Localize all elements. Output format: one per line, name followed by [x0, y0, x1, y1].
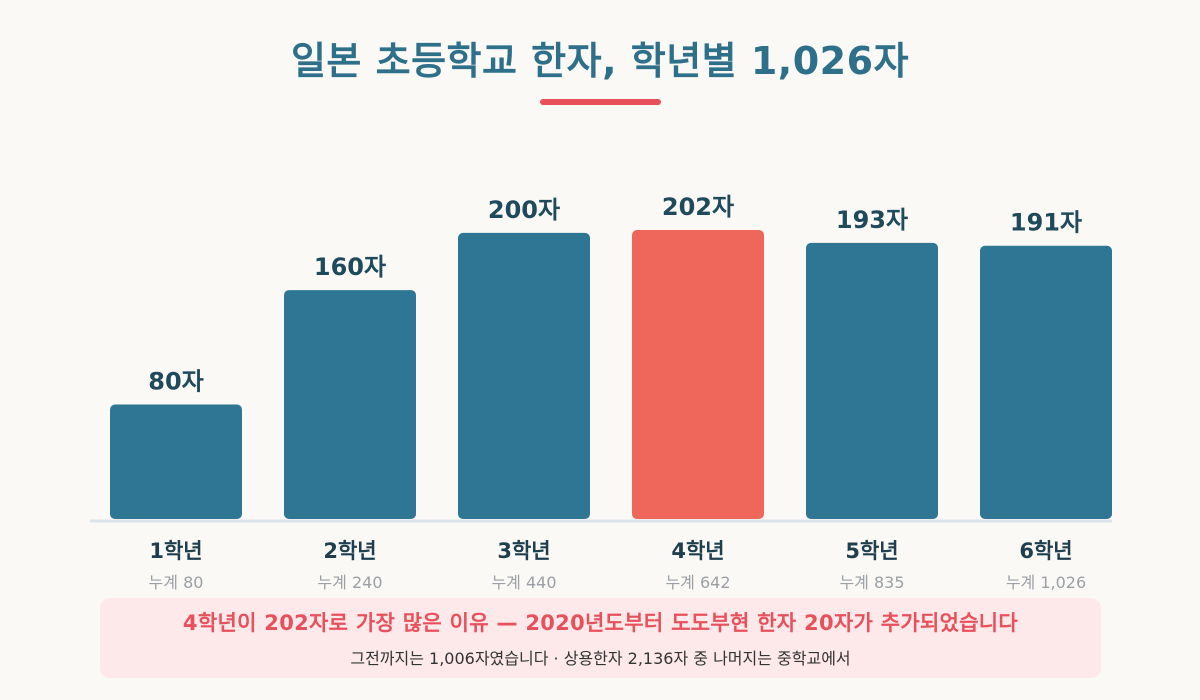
cumulative-label-6: 누계 1,026: [1006, 573, 1086, 592]
category-label-1: 1학년: [149, 539, 202, 563]
value-label-5: 193자: [836, 206, 908, 234]
bar-1: [110, 404, 242, 519]
value-label-2: 160자: [314, 253, 386, 281]
cumulative-label-4: 누계 642: [665, 573, 730, 592]
cumulative-label-1: 누계 80: [149, 573, 204, 592]
value-label-6: 191자: [1010, 209, 1082, 237]
note-main-text: 4학년이 202자로 가장 많은 이유 — 2020년도부터 도도부현 한자 2…: [182, 611, 1019, 635]
title-underline: [540, 99, 661, 105]
cumulative-label-3: 누계 440: [491, 573, 556, 592]
bar-6: [980, 245, 1112, 520]
bar-4: [632, 230, 764, 519]
note-sub-text: 그전까지는 1,006자였습니다 · 상용한자 2,136자 중 나머지는 중학…: [350, 649, 851, 668]
cumulative-label-5: 누계 835: [839, 573, 904, 592]
cumulative-label-2: 누계 240: [317, 573, 382, 592]
category-label-3: 3학년: [497, 539, 550, 563]
bar-5: [806, 242, 938, 520]
value-label-1: 80자: [148, 368, 203, 396]
category-label-2: 2학년: [323, 539, 376, 563]
value-label-4: 202자: [662, 193, 734, 221]
value-label-3: 200자: [488, 196, 560, 224]
note-box: 4학년이 202자로 가장 많은 이유 — 2020년도부터 도도부현 한자 2…: [100, 598, 1101, 678]
bar-2: [284, 290, 416, 519]
chart-title: 일본 초등학교 한자, 학년별 1,026자: [290, 39, 910, 83]
category-label-5: 5학년: [845, 539, 898, 563]
category-label-4: 4학년: [671, 539, 724, 563]
category-label-6: 6학년: [1019, 539, 1072, 563]
bar-3: [458, 232, 590, 519]
